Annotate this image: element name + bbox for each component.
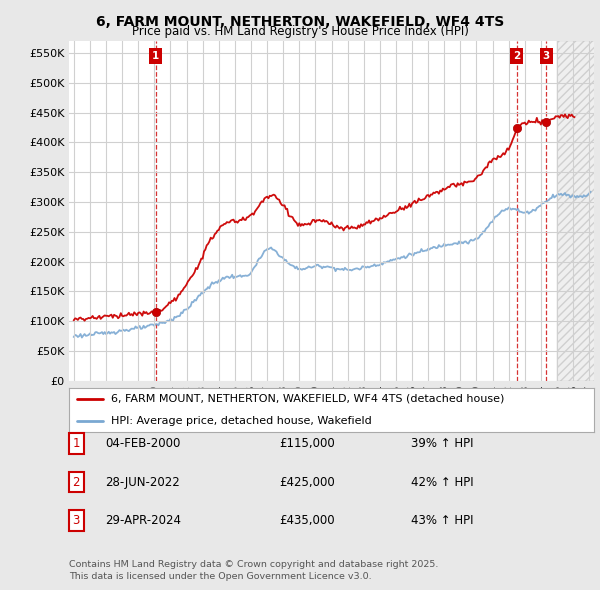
Text: £435,000: £435,000 — [279, 514, 335, 527]
Text: 28-JUN-2022: 28-JUN-2022 — [105, 476, 180, 489]
Text: 43% ↑ HPI: 43% ↑ HPI — [411, 514, 473, 527]
Text: 2: 2 — [73, 476, 80, 489]
Text: 1: 1 — [73, 437, 80, 450]
Text: 6, FARM MOUNT, NETHERTON, WAKEFIELD, WF4 4TS (detached house): 6, FARM MOUNT, NETHERTON, WAKEFIELD, WF4… — [111, 394, 505, 404]
Text: 04-FEB-2000: 04-FEB-2000 — [105, 437, 181, 450]
Text: 29-APR-2024: 29-APR-2024 — [105, 514, 181, 527]
Text: 1: 1 — [152, 51, 160, 61]
Bar — [557, 41, 600, 381]
Text: 3: 3 — [542, 51, 550, 61]
Text: £425,000: £425,000 — [279, 476, 335, 489]
Text: 3: 3 — [73, 514, 80, 527]
Text: 42% ↑ HPI: 42% ↑ HPI — [411, 476, 473, 489]
Text: HPI: Average price, detached house, Wakefield: HPI: Average price, detached house, Wake… — [111, 416, 372, 426]
Text: 39% ↑ HPI: 39% ↑ HPI — [411, 437, 473, 450]
Text: 6, FARM MOUNT, NETHERTON, WAKEFIELD, WF4 4TS: 6, FARM MOUNT, NETHERTON, WAKEFIELD, WF4… — [96, 15, 504, 29]
Text: Price paid vs. HM Land Registry's House Price Index (HPI): Price paid vs. HM Land Registry's House … — [131, 25, 469, 38]
Text: Contains HM Land Registry data © Crown copyright and database right 2025.
This d: Contains HM Land Registry data © Crown c… — [69, 560, 439, 581]
Text: 2: 2 — [513, 51, 520, 61]
Text: £115,000: £115,000 — [279, 437, 335, 450]
